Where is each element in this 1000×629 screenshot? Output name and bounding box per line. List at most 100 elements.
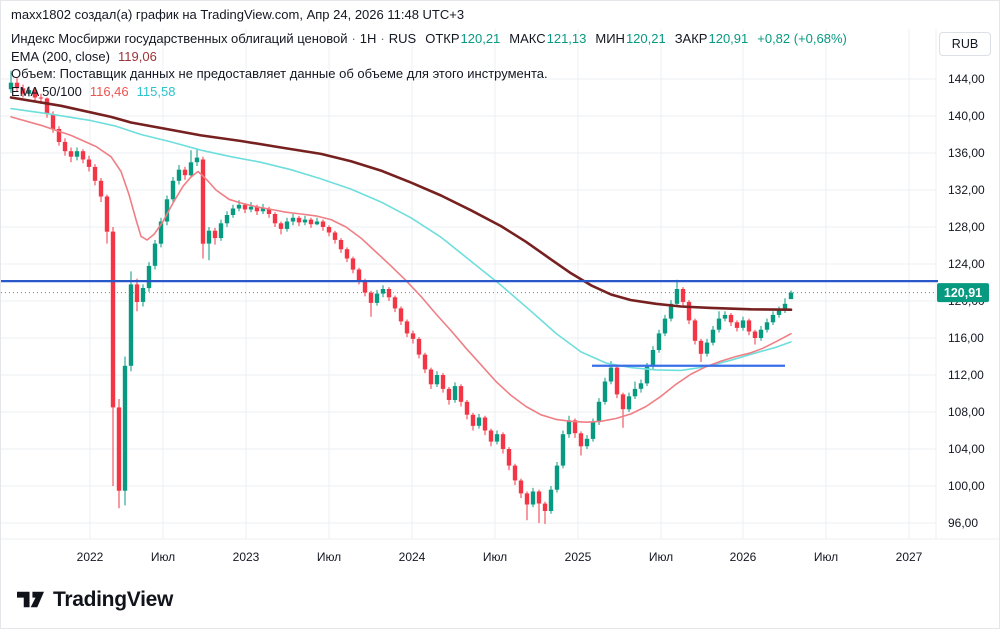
candle — [86, 159, 92, 167]
ema200-label[interactable]: EMA (200, close) — [11, 48, 110, 64]
candle — [368, 292, 374, 303]
time-tick-label: Июл — [317, 550, 341, 564]
candle — [638, 383, 644, 389]
time-tick-label: 2024 — [399, 550, 426, 564]
candle — [500, 434, 506, 449]
candle — [296, 217, 302, 223]
candle — [386, 289, 392, 298]
separator-dot: · — [380, 31, 385, 46]
candle — [764, 322, 770, 330]
candle — [68, 151, 74, 157]
candle — [680, 289, 686, 302]
candle — [590, 422, 596, 439]
candle — [224, 215, 230, 224]
ema50-value: 116,46 — [89, 83, 129, 99]
separator-dot: · — [351, 31, 356, 46]
candle — [206, 230, 212, 244]
price-tick-label: 132,00 — [948, 183, 985, 197]
candle — [308, 219, 314, 225]
candle — [44, 98, 50, 115]
ema-overlays — [9, 96, 793, 423]
time-tick-label: Июл — [483, 550, 507, 564]
candle — [614, 367, 620, 395]
candle — [704, 342, 710, 354]
ohlc-open: ОТКР120,21 — [425, 31, 501, 46]
candle — [776, 310, 782, 315]
price-change: +0,82 (+0,68%) — [757, 31, 847, 46]
candle — [782, 303, 788, 311]
candle — [512, 465, 518, 481]
candle — [200, 159, 206, 244]
candle — [548, 489, 554, 511]
candle — [320, 221, 326, 227]
candle — [8, 82, 14, 90]
candle — [326, 227, 332, 233]
candle — [578, 433, 584, 447]
candle — [746, 320, 752, 332]
candle — [476, 417, 482, 426]
candle — [254, 206, 260, 212]
indicator-row-ema-50-100[interactable]: EMA 50/100 116,46 115,58 — [11, 83, 847, 101]
candle — [128, 284, 134, 366]
currency-toggle-button[interactable]: RUB — [939, 32, 991, 56]
candle — [74, 151, 80, 157]
candle — [734, 322, 740, 328]
time-axis[interactable]: 2022 Июл 2023 Июл 2024 Июл 2025 Июл 2026 Июл 2027 — [77, 550, 923, 564]
ohlc-high: МАКС121,13 — [509, 31, 587, 46]
price-axis[interactable]: 144,00140,00136,00132,00128,00124,00120,… — [948, 72, 985, 530]
candle — [674, 289, 680, 304]
candle — [338, 240, 344, 250]
candle — [488, 430, 494, 442]
candle — [662, 318, 668, 334]
candle — [788, 292, 794, 300]
candle — [374, 293, 380, 303]
candle — [92, 166, 98, 181]
time-tick-label: Июл — [151, 550, 175, 564]
candle — [608, 367, 614, 382]
volume-unavailable-notice: Объем: Поставщик данных не предоставляет… — [11, 66, 548, 81]
drawing-lines[interactable] — [1, 280, 938, 367]
candle — [104, 196, 110, 232]
candle — [122, 365, 128, 491]
candle — [98, 180, 104, 197]
last-price-label[interactable]: 120,91 — [937, 283, 989, 303]
interval-label[interactable]: 1Н — [359, 31, 377, 46]
candle — [266, 208, 272, 214]
price-tick-label: 104,00 — [948, 442, 985, 456]
candle — [410, 333, 416, 339]
time-tick-label: 2026 — [730, 550, 757, 564]
price-tick-label: 112,00 — [948, 368, 984, 382]
ohlc-low: МИН120,21 — [595, 31, 666, 46]
last-price-tag[interactable] — [937, 283, 989, 303]
ema-50-100-label[interactable]: EMA 50/100 — [11, 83, 82, 99]
candle — [242, 204, 248, 210]
symbol-info-row[interactable]: Индекс Мосбиржи государственных облигаци… — [11, 30, 847, 48]
symbol-title[interactable]: Индекс Мосбиржи государственных облигаци… — [11, 31, 348, 46]
candle — [116, 407, 122, 491]
candle — [38, 97, 44, 99]
candle — [284, 221, 290, 229]
candle — [110, 231, 116, 408]
candle — [176, 169, 182, 181]
candle — [566, 420, 572, 435]
candle — [656, 333, 662, 350]
candle — [152, 243, 158, 266]
indicator-row-ema200[interactable]: EMA (200, close) 119,06 — [11, 48, 847, 66]
candle — [584, 438, 590, 447]
candle — [182, 169, 188, 176]
price-tick-label: 144,00 — [948, 72, 985, 86]
candle — [404, 321, 410, 334]
tradingview-logo-text: TradingView — [53, 587, 174, 611]
candle — [188, 162, 194, 176]
candle — [194, 157, 200, 163]
ema100-value: 115,58 — [136, 83, 176, 99]
time-tick-label: 2025 — [565, 550, 592, 564]
candle — [14, 82, 20, 89]
candle — [572, 420, 578, 434]
candle — [560, 434, 566, 466]
time-tick-label: Июл — [649, 550, 673, 564]
tradingview-logo[interactable]: TradingView — [15, 586, 173, 613]
candle — [56, 129, 62, 142]
